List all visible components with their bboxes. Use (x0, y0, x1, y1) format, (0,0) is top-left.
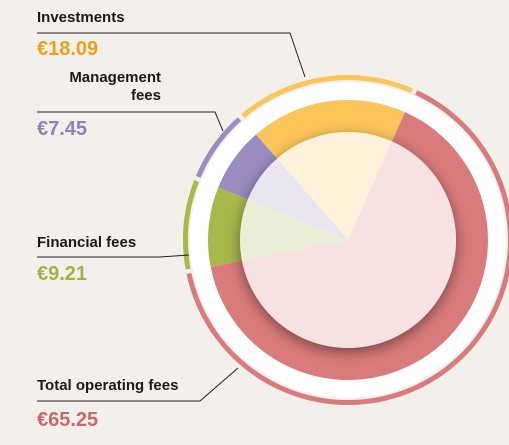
outer-arc (241, 74, 414, 119)
label: Investments (37, 9, 125, 26)
donut-segment (255, 100, 405, 161)
leader-line (37, 32, 306, 78)
inner-pie (239, 132, 456, 348)
leader-lines (37, 32, 306, 402)
outer-arc (182, 180, 199, 270)
inner-segment (242, 141, 456, 348)
outer-arc (195, 117, 242, 178)
value-label: €65.25 (37, 409, 99, 431)
leader-line (37, 367, 239, 402)
label: Total operating fees (37, 377, 179, 394)
inner-segment (276, 132, 392, 240)
inner-segment (247, 158, 348, 240)
leader-line (37, 111, 224, 132)
leader-line (37, 254, 190, 258)
value-label: €7.45 (37, 118, 88, 140)
value-label: €18.09 (37, 38, 99, 60)
label: Management fees (69, 69, 161, 104)
inner-segment (239, 199, 348, 261)
label: Financial fees (37, 234, 137, 251)
donut-segment (208, 187, 251, 267)
donut-segment (218, 134, 279, 201)
value-label: €9.21 (37, 263, 88, 285)
